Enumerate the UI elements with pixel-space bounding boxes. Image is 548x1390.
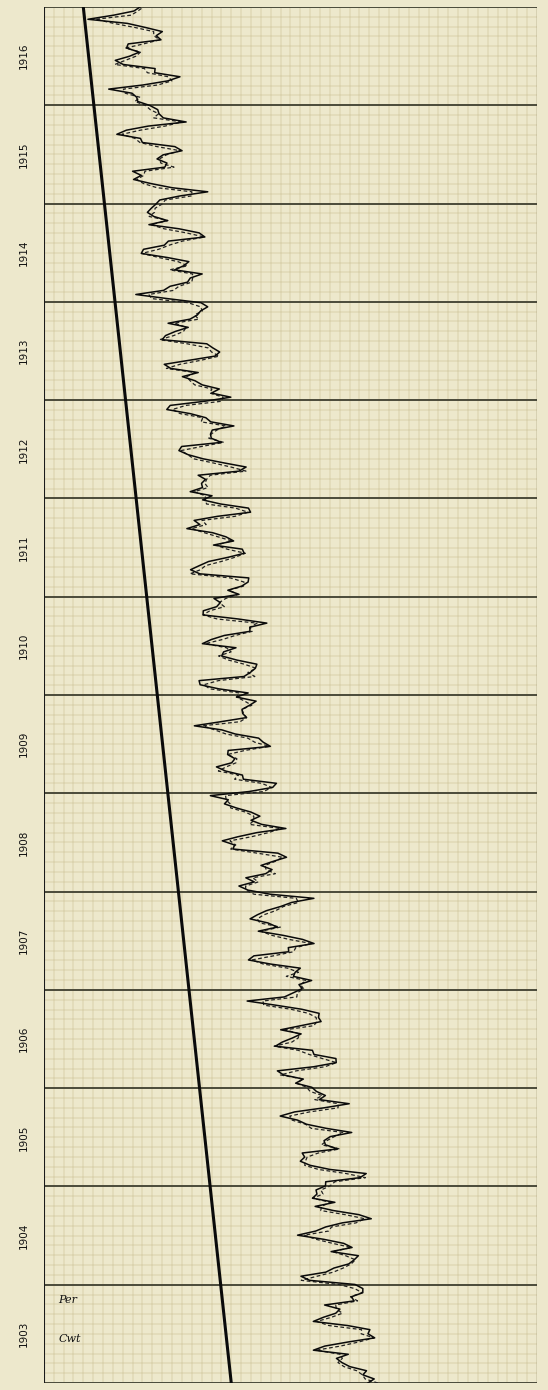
Text: 1910: 1910 [19,632,29,659]
Text: 1908: 1908 [19,830,29,856]
Text: 1905: 1905 [19,1125,29,1151]
Text: Per: Per [59,1294,78,1304]
Text: 1906: 1906 [19,1026,29,1052]
Text: 1913: 1913 [19,338,29,364]
Text: 1907: 1907 [19,927,29,954]
Text: 1911: 1911 [19,534,29,560]
Text: 1914: 1914 [19,239,29,265]
Text: 1916: 1916 [19,43,29,70]
Text: 1904: 1904 [19,1222,29,1248]
Text: Cwt: Cwt [59,1334,81,1344]
Text: 1903: 1903 [19,1320,29,1347]
Text: 1912: 1912 [19,436,29,463]
Text: 1909: 1909 [19,731,29,758]
Text: 1915: 1915 [19,142,29,168]
